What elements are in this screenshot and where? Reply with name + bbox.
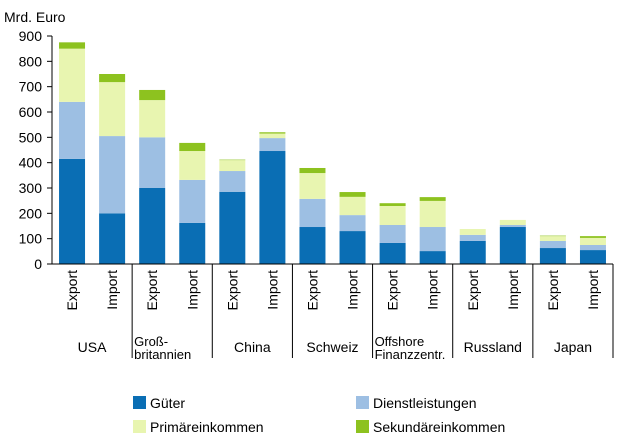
y-tick-label: 600 xyxy=(19,104,43,120)
bar-segment xyxy=(379,242,406,264)
x-tick-label: Export xyxy=(144,270,160,311)
bar-segment xyxy=(99,213,126,264)
legend-swatch xyxy=(133,396,146,409)
bar-segment xyxy=(219,160,246,172)
bar-segment xyxy=(419,227,446,252)
x-tick-label: Import xyxy=(345,270,361,310)
bar-segment xyxy=(179,142,206,152)
legend-swatch xyxy=(356,396,369,409)
x-tick-label: Export xyxy=(545,270,561,311)
bar-segment xyxy=(499,227,526,264)
legend-label: Sekundäreinkommen xyxy=(373,419,505,435)
bar-segment xyxy=(259,151,286,264)
x-tick-label: Export xyxy=(465,270,481,311)
group-label: Japan xyxy=(554,339,592,355)
y-tick-label: 200 xyxy=(19,205,43,221)
bar-segment xyxy=(139,89,166,101)
y-tick-label: 500 xyxy=(19,129,43,145)
x-tick-label: Export xyxy=(224,270,240,311)
bar-segment xyxy=(59,42,86,49)
bar-segment xyxy=(419,197,446,201)
bar-segment xyxy=(459,240,486,264)
bar-segment xyxy=(259,132,286,134)
bar-segment xyxy=(99,74,126,83)
bar-segment xyxy=(219,191,246,264)
bar-segment xyxy=(339,231,366,264)
bar-segment xyxy=(459,229,486,235)
bar-segment xyxy=(259,133,286,139)
bar-segment xyxy=(499,219,526,225)
bar-segment xyxy=(379,203,406,206)
bar-segment xyxy=(299,167,326,174)
bar-segment xyxy=(579,250,606,264)
bar-segment xyxy=(539,248,566,264)
y-axis-label: Mrd. Euro xyxy=(4,9,66,25)
legend-label: Primäreinkommen xyxy=(150,419,264,435)
group-label: Schweiz xyxy=(306,339,358,355)
y-tick-label: 900 xyxy=(19,28,43,44)
bar-segment xyxy=(339,192,366,197)
bar-segment xyxy=(379,205,406,225)
bar-segment xyxy=(219,171,246,192)
bar-segment xyxy=(579,236,606,238)
legend-label: Dienstleistungen xyxy=(373,395,477,411)
group-label: China xyxy=(234,339,271,355)
bar-segment xyxy=(259,138,286,152)
bar-segment xyxy=(339,215,366,232)
x-tick-label: Export xyxy=(304,270,320,311)
bar-segment xyxy=(539,240,566,249)
group-label: Groß-britannien xyxy=(134,334,191,362)
bar-segment xyxy=(139,137,166,188)
legend-swatch xyxy=(356,420,369,433)
x-tick-label: Import xyxy=(104,270,120,310)
bar-segment xyxy=(139,188,166,264)
bar-segment xyxy=(299,173,326,199)
bar-segment xyxy=(339,196,366,216)
x-tick-label: Import xyxy=(585,270,601,310)
y-tick-label: 300 xyxy=(19,180,43,196)
bar-segment xyxy=(179,179,206,223)
bar-segment xyxy=(59,48,86,102)
y-tick-label: 800 xyxy=(19,53,43,69)
x-tick-label: Export xyxy=(64,270,80,311)
x-tick-label: Import xyxy=(264,270,280,310)
x-tick-label: Export xyxy=(385,270,401,311)
group-label: Offshore Finanzzentr. xyxy=(375,334,446,362)
bar-segment xyxy=(179,222,206,264)
x-tick-label: Import xyxy=(505,270,521,310)
bar-segment xyxy=(99,136,126,214)
y-tick-label: 400 xyxy=(19,155,43,171)
bar-segment xyxy=(179,151,206,180)
bar-segment xyxy=(139,100,166,138)
x-tick-label: Import xyxy=(184,270,200,310)
bar-segment xyxy=(579,245,606,251)
bar-segment xyxy=(419,200,446,228)
group-label: USA xyxy=(78,339,107,355)
bar-segment xyxy=(499,224,526,228)
bar-segment xyxy=(419,251,446,264)
legend-label: Güter xyxy=(150,395,185,411)
bar-segment xyxy=(579,237,606,245)
legend-swatch xyxy=(133,420,146,433)
y-tick-label: 700 xyxy=(19,79,43,95)
bar-segment xyxy=(219,159,246,161)
bar-segment xyxy=(539,235,566,237)
bar-segment xyxy=(59,158,86,264)
y-tick-label: 100 xyxy=(19,231,43,247)
bar-segment xyxy=(459,234,486,241)
bar-segment xyxy=(539,236,566,241)
group-label: Russland xyxy=(464,339,522,355)
bar-segment xyxy=(379,224,406,243)
bar-segment xyxy=(59,101,86,159)
bar-segment xyxy=(299,227,326,264)
x-tick-label: Import xyxy=(425,270,441,310)
bar-segment xyxy=(299,198,326,228)
bar-segment xyxy=(99,82,126,137)
y-tick-label: 0 xyxy=(34,256,42,272)
